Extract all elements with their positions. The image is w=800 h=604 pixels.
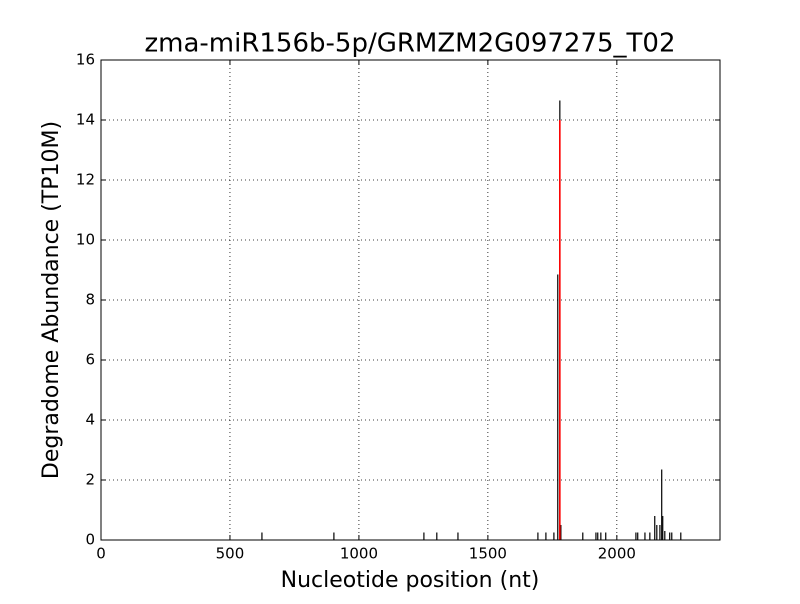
y-tick-label: 8: [85, 291, 95, 309]
x-tick-label: 1500: [469, 545, 507, 563]
x-axis-label: Nucleotide position (nt): [281, 568, 540, 593]
y-tick-label: 14: [76, 111, 95, 129]
x-tick-label: 500: [216, 545, 245, 563]
y-tick-label: 2: [85, 471, 95, 489]
y-tick-label: 10: [76, 231, 95, 249]
x-tick-label: 0: [96, 545, 106, 563]
y-axis-label: Degradome Abundance (TP10M): [39, 121, 64, 479]
x-tick-label: 1000: [340, 545, 378, 563]
plot-frame: [100, 59, 721, 541]
y-tick-label: 6: [85, 351, 95, 369]
x-tick-label: 2000: [598, 545, 636, 563]
y-tick-label: 0: [85, 531, 95, 549]
chart-title: zma-miR156b-5p/GRMZM2G097275_T02: [144, 29, 675, 59]
y-tick-label: 12: [76, 171, 95, 189]
y-tick-label: 16: [76, 51, 95, 69]
y-tick-label: 4: [85, 411, 95, 429]
